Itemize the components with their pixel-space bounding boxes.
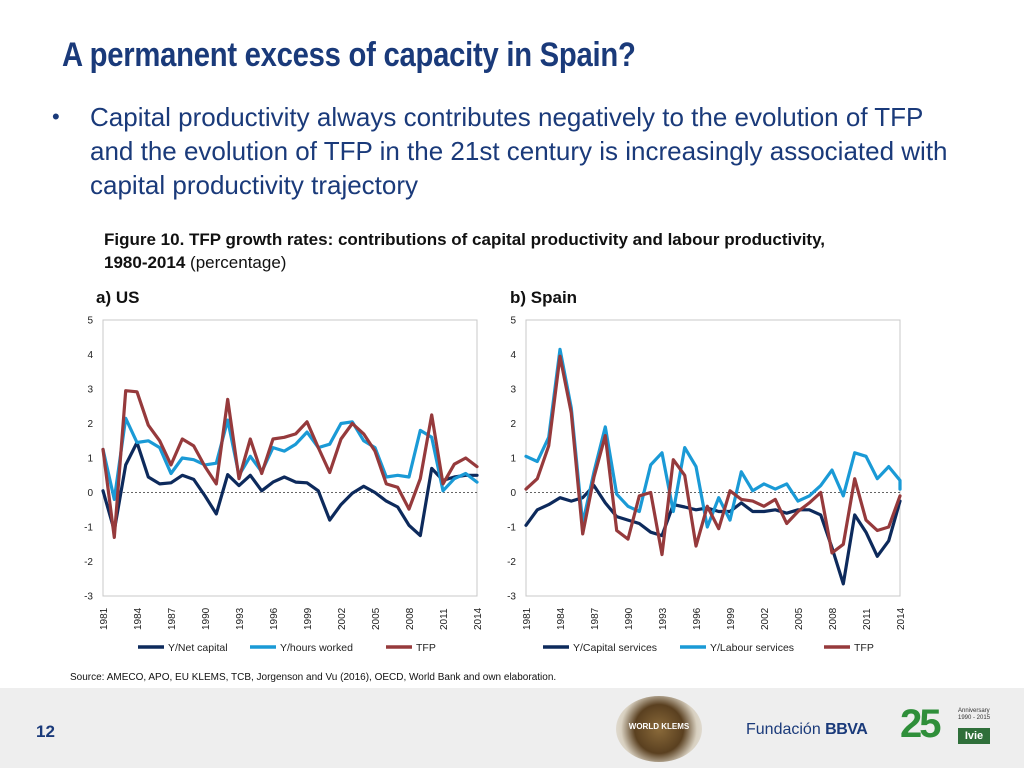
y-tick-label: 0 — [510, 488, 516, 499]
y-tick-label: -1 — [84, 523, 93, 534]
worldklems-logo — [616, 696, 702, 762]
y-tick-label: -2 — [507, 557, 516, 568]
legend-label-labour: Y/Labour services — [710, 642, 794, 654]
x-tick-label: 2011 — [439, 608, 450, 630]
legend-label-tfp: TFP — [416, 642, 436, 654]
y-tick-label: 0 — [87, 488, 93, 499]
x-tick-label: 2008 — [828, 607, 839, 630]
x-tick-label: 2005 — [371, 607, 382, 630]
x-tick-label: 1996 — [269, 607, 280, 630]
figure-title-unit: (percentage) — [190, 253, 287, 272]
series-line-tfp — [101, 389, 479, 540]
x-tick-label: 1999 — [303, 607, 314, 630]
x-tick-label: 1999 — [726, 607, 737, 630]
panel-title-spain: b) Spain — [510, 288, 578, 307]
x-tick-label: 1996 — [692, 607, 703, 630]
legend-label-tfp: TFP — [854, 642, 874, 654]
x-tick-label: 2002 — [337, 607, 348, 630]
y-tick-label: 5 — [510, 316, 516, 327]
x-tick-label: 1990 — [624, 607, 635, 630]
x-tick-label: 1993 — [658, 607, 669, 630]
bbva-logo-brand: BBVA — [825, 721, 868, 738]
figure-title: Figure 10. TFP growth rates: contributio… — [104, 228, 864, 274]
x-tick-label: 1987 — [590, 607, 601, 630]
fundacion-bbva-logo: Fundación BBVA — [746, 721, 868, 739]
y-tick-label: 3 — [510, 385, 516, 396]
series-line-labour — [101, 416, 479, 501]
x-tick-label: 2014 — [896, 607, 907, 630]
y-tick-label: 1 — [510, 454, 516, 465]
bbva-logo-prefix: Fundación — [746, 721, 821, 738]
legend-label-capital: Y/Net capital — [168, 642, 228, 654]
worldklems-logo-text: WORLD KLEMS — [628, 722, 690, 731]
y-tick-label: 5 — [87, 316, 93, 327]
page-number: 12 — [36, 722, 55, 741]
x-tick-label: 1987 — [167, 607, 178, 630]
y-tick-label: 1 — [87, 454, 93, 465]
bullet-marker: • — [52, 104, 60, 129]
slide-title: A permanent excess of capacity in Spain? — [62, 36, 636, 74]
series-line-capital — [101, 440, 479, 538]
x-tick-label: 1993 — [235, 607, 246, 630]
y-tick-label: -1 — [507, 523, 516, 534]
y-tick-label: 4 — [510, 350, 516, 361]
plot-area — [525, 319, 901, 597]
ivie-logo-name: Ivie — [958, 728, 990, 744]
y-tick-label: 2 — [87, 419, 93, 430]
figure-title-bold: Figure 10. TFP growth rates: contributio… — [104, 230, 825, 272]
x-tick-label: 1981 — [522, 607, 533, 630]
y-tick-label: -3 — [84, 592, 93, 603]
ivie-logo-number: 25 — [900, 702, 941, 746]
x-tick-label: 2005 — [794, 607, 805, 630]
x-tick-label: 1990 — [201, 607, 212, 630]
legend-label-labour: Y/hours worked — [280, 642, 353, 654]
x-tick-label: 1984 — [556, 607, 567, 630]
x-tick-label: 1984 — [133, 607, 144, 630]
y-tick-label: -2 — [84, 557, 93, 568]
panel-title-us: a) US — [96, 288, 140, 307]
bullet-text: Capital productivity always contributes … — [90, 102, 948, 200]
series-line-tfp — [524, 354, 902, 557]
ivie-logo-anniversary: Anniversary 1990 - 2015 — [958, 708, 991, 721]
x-tick-label: 2002 — [760, 607, 771, 630]
y-tick-label: -3 — [507, 592, 516, 603]
footer-bar — [0, 688, 1024, 768]
y-tick-label: 4 — [87, 350, 93, 361]
ivie-anniversary-logo: 25 Anniversary 1990 - 2015 Ivie — [900, 702, 994, 748]
x-tick-label: 2011 — [862, 608, 873, 630]
x-tick-label: 2008 — [405, 607, 416, 630]
x-tick-label: 1981 — [99, 607, 110, 630]
legend-label-capital: Y/Capital services — [573, 642, 657, 654]
y-tick-label: 2 — [510, 419, 516, 430]
x-tick-label: 2014 — [473, 607, 484, 630]
y-tick-label: 3 — [87, 385, 93, 396]
source-note: Source: AMECO, APO, EU KLEMS, TCB, Jorge… — [70, 672, 557, 683]
